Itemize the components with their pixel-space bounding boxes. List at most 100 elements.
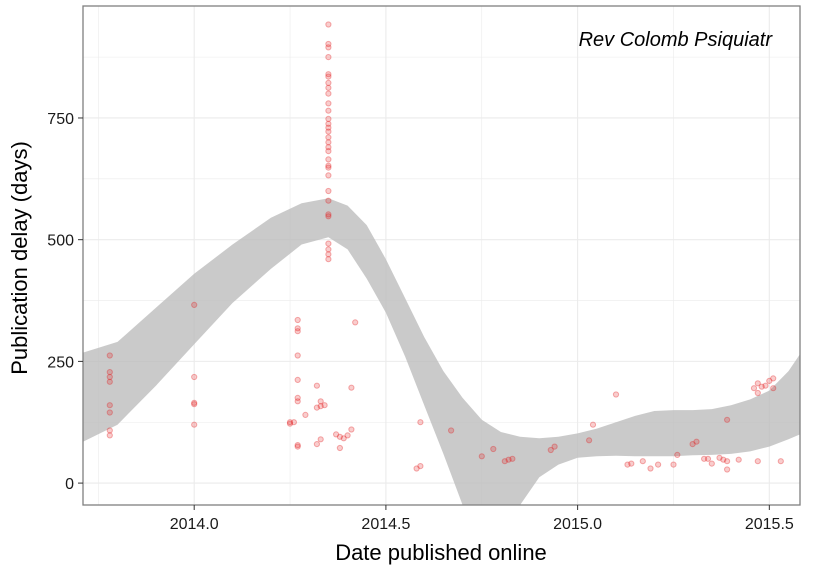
data-point <box>294 316 301 324</box>
data-point <box>294 328 301 335</box>
x-axis-ticks: 2014.0 2014.5 2015.0 2015.5 <box>170 505 794 533</box>
data-point <box>294 443 301 450</box>
data-point <box>302 411 309 418</box>
data-point <box>448 427 455 434</box>
data-point <box>325 197 332 204</box>
x-axis-title: Date published online <box>335 540 547 565</box>
data-point <box>325 172 332 179</box>
data-point <box>724 416 731 423</box>
data-point <box>317 403 324 410</box>
data-point <box>708 460 715 467</box>
data-point <box>325 246 332 253</box>
data-point <box>478 453 485 460</box>
data-point <box>325 84 332 91</box>
data-point <box>647 465 654 472</box>
data-point <box>325 148 332 155</box>
data-point <box>191 399 198 406</box>
data-point <box>325 124 332 131</box>
data-point <box>325 54 332 61</box>
data-point <box>325 79 332 87</box>
data-point <box>348 426 355 433</box>
x-tick-label: 2014.5 <box>361 516 410 533</box>
data-point <box>624 461 631 468</box>
data-point <box>325 73 332 80</box>
y-tick-label: 500 <box>47 233 74 250</box>
data-point <box>325 213 332 220</box>
data-point <box>344 432 351 439</box>
data-point <box>294 325 301 332</box>
data-point <box>191 373 198 381</box>
data-point <box>413 465 420 472</box>
data-point <box>325 139 332 146</box>
data-point <box>106 427 113 434</box>
data-point <box>586 437 593 444</box>
data-point <box>325 211 332 218</box>
data-point <box>754 389 761 397</box>
data-point <box>770 385 777 392</box>
data-point <box>325 120 332 127</box>
data-point <box>693 438 700 445</box>
data-point <box>325 44 332 51</box>
data-point <box>106 369 113 376</box>
data-point <box>724 466 731 473</box>
data-point <box>106 373 113 381</box>
data-point <box>770 375 777 382</box>
y-tick-label: 250 <box>47 354 74 371</box>
y-tick-label: 0 <box>65 476 74 493</box>
data-point <box>417 463 424 470</box>
data-point <box>336 444 343 452</box>
data-point <box>689 441 696 448</box>
data-point <box>674 451 681 458</box>
data-point <box>294 442 301 449</box>
data-point <box>509 455 516 462</box>
data-point <box>735 456 742 463</box>
data-point <box>720 456 727 463</box>
data-point <box>336 433 343 440</box>
data-point <box>589 421 597 428</box>
data-point <box>325 40 332 48</box>
data-point <box>348 384 355 391</box>
data-point <box>325 128 332 135</box>
data-point <box>325 144 332 151</box>
data-point <box>628 460 635 467</box>
data-point <box>325 156 332 163</box>
data-point <box>286 419 294 426</box>
data-point <box>294 376 301 383</box>
data-point <box>547 446 554 454</box>
data-point <box>639 458 646 465</box>
data-point <box>704 455 712 462</box>
data-point <box>325 164 332 171</box>
data-point <box>325 134 332 141</box>
data-point <box>313 404 320 411</box>
data-point <box>551 443 558 450</box>
data-point <box>294 398 301 405</box>
data-point <box>325 251 332 258</box>
y-axis-ticks: 0 250 500 750 <box>47 111 83 493</box>
smooth-band <box>83 198 800 506</box>
data-point <box>325 240 332 247</box>
data-point <box>701 455 708 462</box>
data-point <box>766 377 773 384</box>
data-point <box>321 402 328 409</box>
data-point <box>754 380 761 387</box>
journal-annotation: Rev Colomb Psiquiatr <box>579 29 774 51</box>
data-point <box>325 256 332 263</box>
data-point <box>352 319 359 326</box>
data-point <box>325 100 332 107</box>
data-point <box>317 398 324 405</box>
data-point <box>313 382 320 389</box>
data-point <box>612 391 620 398</box>
data-point <box>333 431 340 438</box>
data-point <box>325 115 332 123</box>
confidence-band <box>83 198 800 506</box>
data-point <box>325 21 332 28</box>
data-point <box>325 107 332 114</box>
data-point <box>106 432 113 439</box>
data-point <box>325 162 332 169</box>
data-point <box>501 458 508 465</box>
data-point <box>340 435 347 442</box>
data-point <box>655 461 662 468</box>
data-point <box>313 441 320 448</box>
